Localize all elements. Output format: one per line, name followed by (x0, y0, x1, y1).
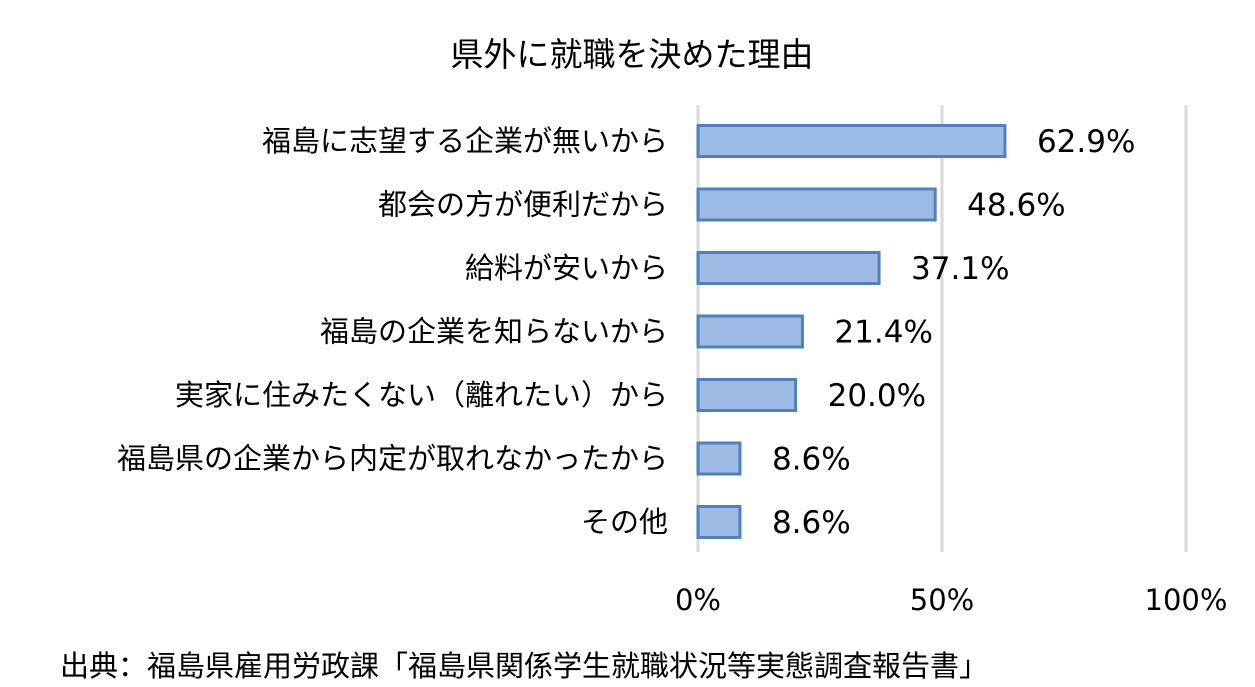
category-label: 福島県の企業から内定が取れなかったから (117, 442, 668, 476)
bar (696, 441, 742, 476)
value-label: 20.0% (828, 378, 926, 414)
bar (696, 124, 1007, 158)
x-tick-label: 100% (1145, 583, 1228, 617)
chart-title: 県外に就職を決めた理由 (451, 35, 814, 74)
value-label: 37.1% (911, 251, 1009, 287)
value-label: 8.6% (772, 505, 851, 541)
category-label: 福島の企業を知らないから (320, 315, 668, 349)
category-label: 都会の方が便利だから (378, 188, 668, 222)
x-tick-label: 0% (675, 583, 721, 617)
value-label: 8.6% (772, 442, 851, 478)
value-labels: 62.9% 48.6% 37.1% 21.4% 20.0% 8.6% 8.6% (772, 124, 1135, 541)
bars (696, 124, 1007, 539)
bar (696, 314, 804, 349)
bar (696, 187, 937, 222)
bar (696, 378, 798, 412)
category-label: その他 (581, 505, 668, 539)
value-label: 21.4% (834, 315, 932, 351)
value-label: 48.6% (967, 188, 1065, 224)
category-labels: 福島に志望する企業が無いから都会の方が便利だから給料が安いから福島の企業を知らな… (117, 124, 668, 539)
x-axis-ticks: 0% 50% 100% (675, 583, 1227, 617)
category-label: 福島に志望する企業が無いから (262, 124, 668, 158)
bar (696, 251, 881, 285)
source-note: 出典：福島県雇用労政課「福島県関係学生就職状況等実態調査報告書」 (60, 649, 988, 683)
bar (696, 505, 742, 539)
x-tick-label: 50% (910, 583, 974, 617)
value-label: 62.9% (1037, 124, 1135, 160)
category-label: 実家に住みたくない（離れたい）から (175, 378, 668, 412)
category-label: 給料が安いから (465, 251, 668, 285)
